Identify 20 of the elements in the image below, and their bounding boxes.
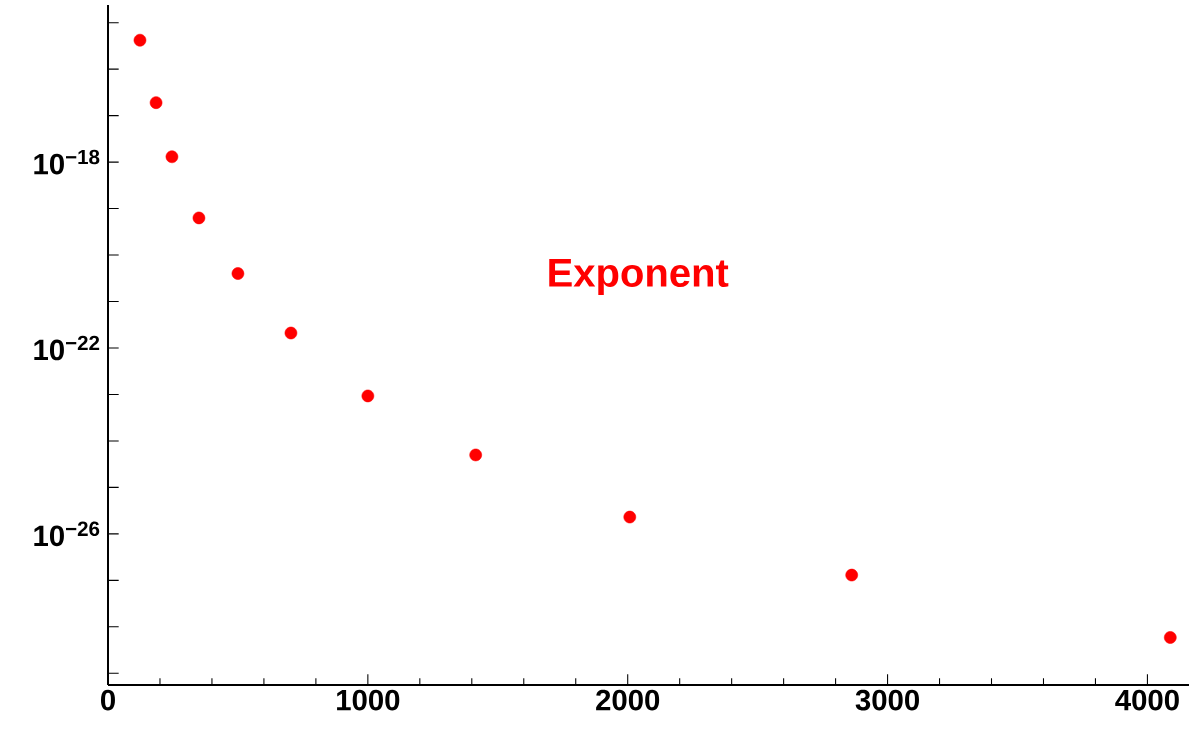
x-tick-label: 2000 bbox=[596, 689, 660, 711]
point bbox=[192, 211, 206, 225]
point bbox=[284, 326, 298, 340]
text: Exponent bbox=[549, 259, 729, 295]
x-tick-label: 1000 bbox=[337, 689, 400, 711]
y-tick-label: 10$^{−22}$ bbox=[34, 335, 100, 361]
point bbox=[1164, 631, 1177, 644]
x-tick-label: 3000 bbox=[855, 689, 919, 711]
point bbox=[149, 96, 163, 109]
point bbox=[133, 33, 147, 47]
point bbox=[469, 448, 482, 462]
x-tick-label: 4000 bbox=[1115, 689, 1179, 711]
x-tick-label: 0 bbox=[101, 689, 115, 711]
point bbox=[845, 568, 858, 582]
y-tick-label: 10$^{−26}$ bbox=[34, 521, 100, 547]
y-tick-label: 10$^{−18}$ bbox=[34, 149, 100, 175]
point bbox=[361, 389, 375, 403]
point bbox=[165, 150, 179, 164]
point bbox=[231, 267, 245, 280]
point bbox=[623, 510, 637, 524]
